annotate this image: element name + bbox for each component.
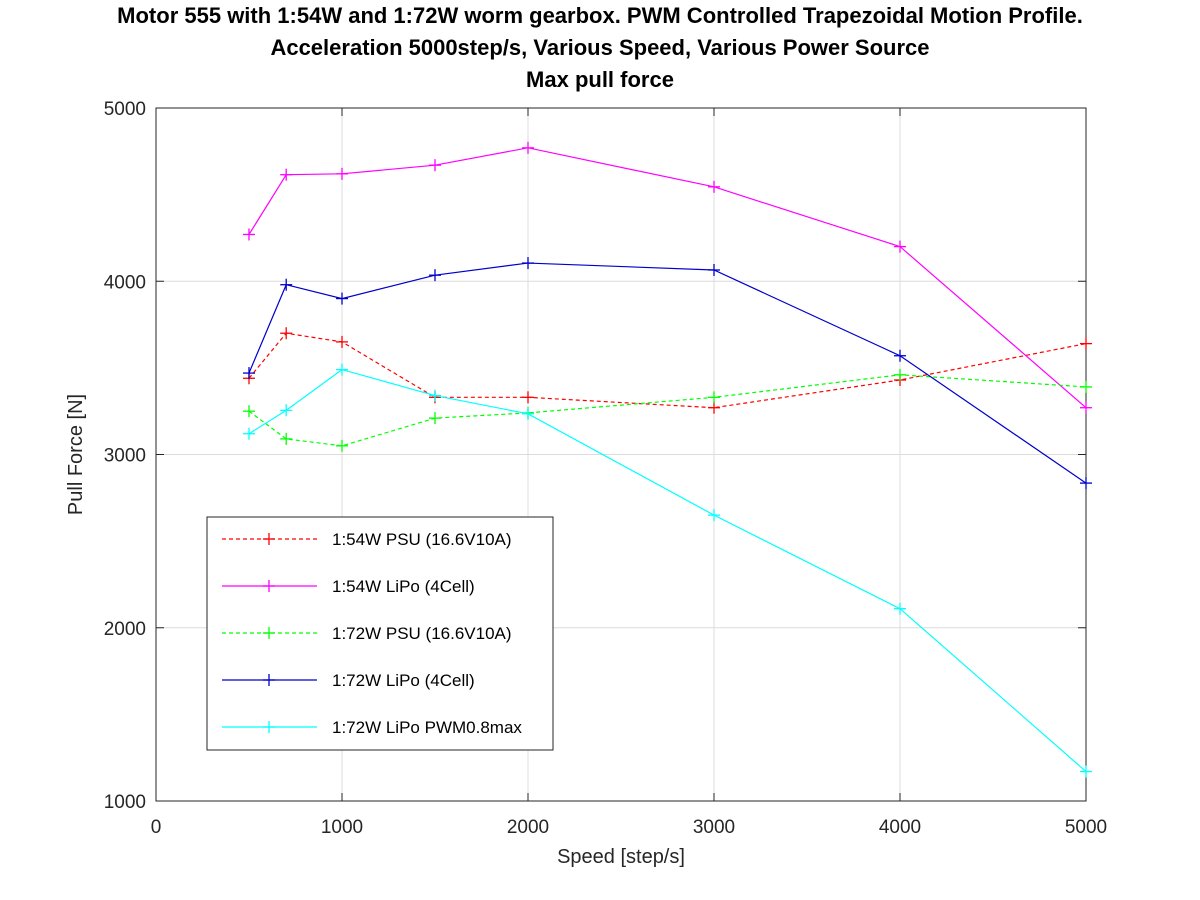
legend: 1:54W PSU (16.6V10A) 1:54W LiPo (4Cell) 1:…	[206, 516, 554, 751]
series-0	[243, 327, 1092, 414]
x-tick-label: 3000	[693, 817, 735, 838]
y-tick-label: 3000	[104, 446, 146, 467]
legend-item: 1:54W LiPo (4Cell)	[222, 577, 475, 596]
series-line	[248, 262, 1087, 484]
series-line	[248, 374, 1087, 447]
tick-labels: 0 1000 2000 3000 4000 50001000200030004000500…	[104, 99, 1107, 838]
series-line	[248, 332, 1087, 409]
grid	[155, 107, 1087, 802]
legend-item: 1:72W LiPo PWM0.8max	[222, 718, 522, 737]
chart-title-line-3: Max pull force	[526, 67, 674, 92]
series-group	[243, 141, 1092, 778]
chart-title-line-2: Acceleration 5000step/s, Various Speed, …	[270, 35, 930, 60]
x-tick-label: 2000	[507, 817, 549, 838]
y-tick-label: 5000	[104, 99, 146, 120]
chart-title: Motor 555 with 1:54W and 1:72W worm gear…	[0, 0, 1200, 96]
series-4	[243, 363, 1092, 778]
x-axis-label: Speed [step/s]	[557, 846, 685, 868]
y-tick-label: 4000	[104, 272, 146, 293]
legend-label: 1:72W LiPo (4Cell)	[332, 671, 475, 690]
legend-label: 1:54W PSU (16.6V10A)	[332, 530, 512, 549]
legend-item: 1:54W PSU (16.6V10A)	[222, 530, 512, 549]
chart-title-line-1: Motor 555 with 1:54W and 1:72W worm gear…	[117, 3, 1083, 28]
legend-label: 1:72W LiPo PWM0.8max	[332, 718, 522, 737]
series-2	[243, 368, 1092, 452]
x-tick-label: 0	[151, 817, 162, 838]
y-tick-label: 1000	[104, 792, 146, 813]
legend-item: 1:72W PSU (16.6V10A)	[222, 624, 512, 643]
axes	[155, 107, 1087, 802]
y-axis-label: Pull Force [N]	[65, 394, 87, 515]
x-tick-label: 1000	[321, 817, 363, 838]
series-line	[248, 147, 1087, 409]
legend-label: 1:72W PSU (16.6V10A)	[332, 624, 512, 643]
series-line	[248, 368, 1087, 772]
series-3	[243, 257, 1092, 490]
series-1	[243, 141, 1092, 414]
legend-item: 1:72W LiPo (4Cell)	[222, 671, 475, 690]
x-tick-label: 4000	[879, 817, 921, 838]
y-tick-label: 2000	[104, 619, 146, 640]
x-tick-label: 5000	[1065, 817, 1107, 838]
legend-label: 1:54W LiPo (4Cell)	[332, 577, 475, 596]
